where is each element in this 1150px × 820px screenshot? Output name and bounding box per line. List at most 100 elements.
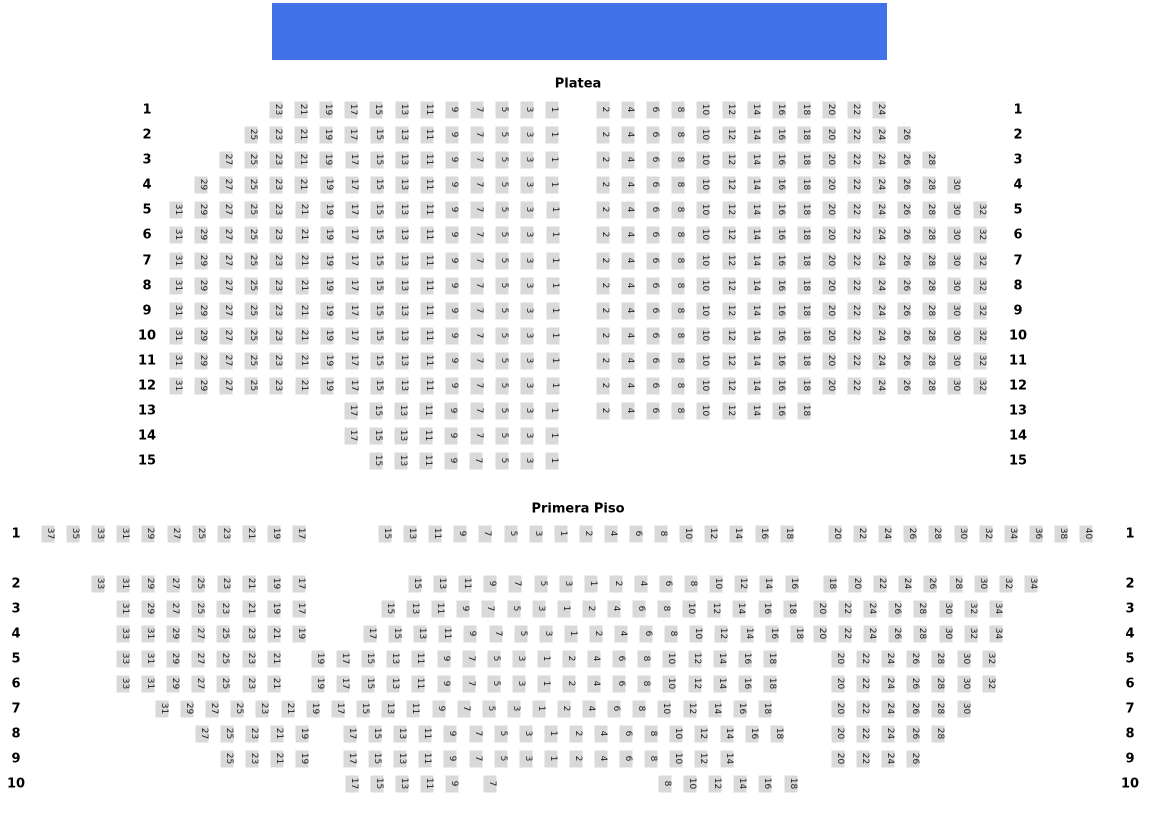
seat[interactable]: 20 (848, 575, 862, 593)
seat[interactable]: 14 (747, 277, 761, 295)
seat[interactable]: 3 (520, 352, 534, 370)
seat[interactable]: 16 (758, 600, 772, 618)
seat[interactable]: 10 (696, 277, 710, 295)
seat[interactable]: 13 (395, 302, 409, 320)
seat[interactable]: 28 (922, 226, 936, 244)
seat[interactable]: 19 (320, 377, 334, 395)
seat[interactable]: 22 (838, 600, 852, 618)
seat[interactable]: 21 (281, 700, 295, 718)
seat[interactable]: 12 (694, 750, 708, 768)
seat[interactable]: 38 (1054, 525, 1068, 543)
seat[interactable]: 3 (520, 151, 534, 169)
seat[interactable]: 17 (363, 625, 377, 643)
seat[interactable]: 14 (747, 126, 761, 144)
seat[interactable]: 20 (822, 377, 836, 395)
seat[interactable]: 29 (194, 277, 208, 295)
seat[interactable]: 31 (141, 625, 155, 643)
seat[interactable]: 17 (344, 402, 358, 420)
seat[interactable]: 8 (637, 650, 651, 668)
seat[interactable]: 8 (671, 302, 685, 320)
seat[interactable]: 21 (267, 650, 281, 668)
seat[interactable]: 3 (520, 402, 534, 420)
seat[interactable]: 21 (295, 302, 309, 320)
seat[interactable]: 14 (747, 151, 761, 169)
seat[interactable]: 23 (269, 101, 283, 119)
seat[interactable]: 24 (863, 625, 877, 643)
seat[interactable]: 30 (939, 625, 953, 643)
seat[interactable]: 26 (906, 675, 920, 693)
seat[interactable]: 9 (453, 525, 467, 543)
seat[interactable]: 21 (267, 675, 281, 693)
seat[interactable]: 23 (269, 302, 283, 320)
seat[interactable]: 28 (928, 525, 942, 543)
seat[interactable]: 7 (470, 176, 484, 194)
seat[interactable]: 15 (370, 176, 384, 194)
seat[interactable]: 23 (216, 600, 230, 618)
seat[interactable]: 30 (974, 575, 988, 593)
seat[interactable]: 5 (495, 176, 509, 194)
seat[interactable]: 8 (671, 101, 685, 119)
seat[interactable]: 20 (831, 675, 845, 693)
seat[interactable]: 36 (1029, 525, 1043, 543)
seat[interactable]: 27 (205, 700, 219, 718)
seat[interactable]: 28 (913, 625, 927, 643)
seat[interactable]: 4 (621, 101, 635, 119)
seat[interactable]: 13 (381, 700, 395, 718)
seat[interactable]: 22 (847, 151, 861, 169)
seat[interactable]: 24 (872, 252, 886, 270)
seat[interactable]: 15 (370, 352, 384, 370)
seat[interactable]: 23 (242, 625, 256, 643)
seat[interactable]: 6 (607, 700, 621, 718)
seat[interactable]: 9 (443, 750, 457, 768)
seat[interactable]: 18 (763, 650, 777, 668)
seat[interactable]: 4 (634, 575, 648, 593)
seat[interactable]: 27 (191, 675, 205, 693)
seat[interactable]: 11 (420, 277, 434, 295)
seat[interactable]: 10 (689, 625, 703, 643)
seat[interactable]: 21 (295, 327, 309, 345)
seat[interactable]: 14 (720, 750, 734, 768)
seat[interactable]: 19 (320, 176, 334, 194)
seat[interactable]: 3 (520, 452, 534, 470)
seat[interactable]: 25 (244, 377, 258, 395)
seat[interactable]: 23 (245, 750, 259, 768)
seat[interactable]: 11 (420, 201, 434, 219)
seat[interactable]: 11 (420, 252, 434, 270)
seat[interactable]: 32 (979, 525, 993, 543)
seat[interactable]: 1 (584, 575, 598, 593)
seat[interactable]: 12 (688, 675, 702, 693)
seat[interactable]: 10 (696, 402, 710, 420)
seat[interactable]: 4 (621, 327, 635, 345)
seat[interactable]: 26 (906, 650, 920, 668)
seat[interactable]: 25 (244, 252, 258, 270)
seat[interactable]: 13 (395, 277, 409, 295)
seat[interactable]: 10 (696, 101, 710, 119)
seat[interactable]: 29 (166, 675, 180, 693)
seat[interactable]: 14 (713, 675, 727, 693)
seat[interactable]: 18 (797, 302, 811, 320)
seat[interactable]: 7 (470, 252, 484, 270)
seat[interactable]: 21 (242, 600, 256, 618)
seat[interactable]: 5 (504, 525, 518, 543)
seat[interactable]: 2 (579, 525, 593, 543)
seat[interactable]: 7 (481, 600, 495, 618)
seat[interactable]: 3 (520, 377, 534, 395)
seat[interactable]: 1 (554, 525, 568, 543)
seat[interactable]: 9 (445, 277, 459, 295)
seat[interactable]: 24 (878, 525, 892, 543)
seat[interactable]: 1 (544, 750, 558, 768)
seat[interactable]: 14 (759, 575, 773, 593)
seat[interactable]: 8 (644, 750, 658, 768)
seat[interactable]: 10 (669, 750, 683, 768)
seat[interactable]: 12 (694, 725, 708, 743)
seat[interactable]: 24 (881, 700, 895, 718)
seat[interactable]: 8 (644, 725, 658, 743)
seat[interactable]: 5 (495, 427, 509, 445)
seat[interactable]: 19 (320, 201, 334, 219)
seat[interactable]: 31 (169, 352, 183, 370)
seat[interactable]: 15 (370, 126, 384, 144)
seat[interactable]: 9 (483, 575, 497, 593)
seat[interactable]: 29 (180, 700, 194, 718)
seat[interactable]: 24 (881, 675, 895, 693)
seat[interactable]: 5 (534, 575, 548, 593)
